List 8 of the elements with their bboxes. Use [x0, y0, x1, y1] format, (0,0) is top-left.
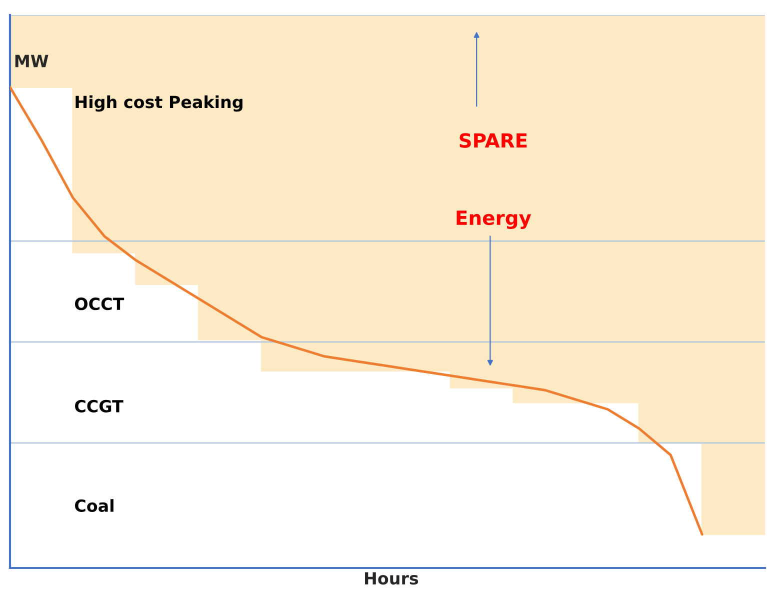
- y-axis-title: MW: [15, 54, 48, 68]
- annotation: High cost Peaking: [76, 95, 242, 112]
- annotation: CCGT: [75, 400, 124, 412]
- annotation: Coal: [75, 499, 114, 512]
- annotation: OCCT: [75, 298, 124, 310]
- x-axis-title: Hours: [365, 572, 418, 585]
- annotation: SPARE: [460, 133, 527, 148]
- annotation: Energy: [456, 210, 532, 230]
